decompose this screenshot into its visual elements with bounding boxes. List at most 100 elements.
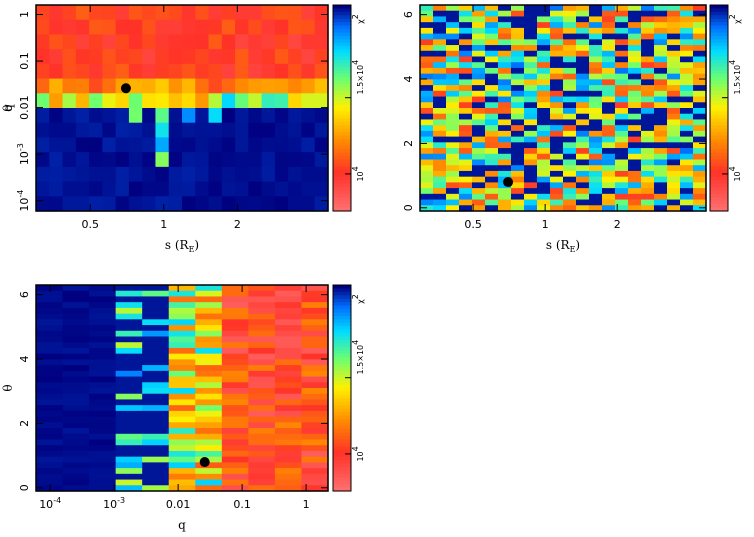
heatmap-cell bbox=[36, 393, 64, 401]
heatmap-cell bbox=[680, 33, 694, 40]
heatmap-cell bbox=[301, 462, 329, 469]
heatmap-cell bbox=[472, 90, 486, 98]
colorbar-segment bbox=[710, 77, 728, 82]
heatmap-cell bbox=[472, 176, 486, 183]
heatmap-cell bbox=[563, 119, 577, 126]
heatmap-cell bbox=[182, 93, 196, 109]
colorbar-segment bbox=[333, 173, 351, 178]
heatmap-cell bbox=[420, 176, 434, 183]
heatmap-cell bbox=[498, 188, 512, 195]
colorbar-segment bbox=[710, 104, 728, 109]
heatmap-cell bbox=[472, 5, 486, 12]
heatmap-cell bbox=[485, 39, 499, 46]
heatmap-cell bbox=[36, 63, 50, 80]
heatmap-cell bbox=[301, 456, 329, 463]
heatmap-cell bbox=[628, 125, 642, 132]
heatmap-cell bbox=[301, 422, 329, 429]
heatmap-cell bbox=[248, 34, 263, 50]
heatmap-cell bbox=[667, 16, 681, 23]
heatmap-cell bbox=[537, 165, 551, 172]
heatmap-cell bbox=[115, 439, 143, 446]
heatmap-cell bbox=[485, 79, 499, 86]
y-tick-label: 10-3 bbox=[16, 143, 31, 165]
heatmap-cell bbox=[195, 137, 210, 153]
heatmap-cell bbox=[36, 342, 64, 349]
heatmap-cell bbox=[274, 376, 303, 383]
heatmap-cell bbox=[524, 119, 538, 126]
heatmap-cell bbox=[195, 285, 223, 292]
heatmap-cell bbox=[142, 359, 170, 366]
heatmap-cell bbox=[433, 79, 447, 86]
heatmap-cell bbox=[168, 196, 183, 212]
heatmap-cell bbox=[563, 182, 577, 189]
heatmap-cell bbox=[537, 136, 551, 143]
x-tick-label: 2 bbox=[234, 218, 241, 231]
heatmap-cell bbox=[602, 165, 616, 172]
heatmap-cell bbox=[563, 33, 577, 40]
colorbar-segment bbox=[333, 46, 351, 51]
heatmap-cell bbox=[524, 170, 538, 178]
heatmap-cell bbox=[615, 102, 629, 109]
heatmap-cell bbox=[288, 49, 303, 65]
colorbar-segment bbox=[710, 70, 728, 75]
heatmap-cell bbox=[550, 79, 564, 86]
colorbar-segment bbox=[333, 291, 351, 296]
colorbar-segment bbox=[333, 295, 351, 300]
heatmap-cell bbox=[459, 96, 473, 103]
heatmap-cell bbox=[102, 93, 117, 109]
colorbar-segment bbox=[333, 180, 351, 185]
heatmap-cell bbox=[195, 122, 210, 139]
heatmap-cell bbox=[498, 85, 512, 92]
heatmap-cell bbox=[89, 5, 103, 21]
colorbar-segment bbox=[333, 405, 351, 410]
heatmap-cell bbox=[261, 93, 276, 109]
heatmap-cell bbox=[459, 39, 473, 46]
heatmap-cell bbox=[485, 205, 499, 212]
heatmap-cell bbox=[75, 63, 90, 80]
x-tick-label: 1 bbox=[160, 218, 167, 231]
colorbar-segment bbox=[333, 18, 351, 23]
colorbar-segment bbox=[710, 22, 728, 27]
heatmap-cell bbox=[511, 199, 525, 206]
heatmap-cell bbox=[563, 108, 577, 115]
heatmap-cell bbox=[628, 119, 642, 126]
heatmap-cell bbox=[235, 152, 249, 168]
heatmap-cell bbox=[446, 56, 460, 63]
heatmap-cell bbox=[235, 63, 249, 80]
heatmap-cell bbox=[248, 416, 276, 423]
heatmap-cell bbox=[142, 307, 170, 315]
heatmap-cell bbox=[115, 445, 143, 452]
heatmap-cell bbox=[589, 102, 603, 109]
heatmap-cell bbox=[472, 33, 486, 40]
heatmap-cell bbox=[654, 205, 668, 212]
heatmap-cell bbox=[550, 62, 564, 69]
heatmap-cell bbox=[288, 5, 303, 21]
heatmap-cell bbox=[537, 50, 551, 58]
heatmap-cell bbox=[654, 170, 668, 178]
heatmap-cell bbox=[248, 181, 263, 197]
heatmap-cell bbox=[314, 181, 329, 197]
heatmap-cell bbox=[693, 199, 707, 206]
heatmap-cell bbox=[680, 10, 694, 18]
heatmap-cell bbox=[589, 188, 603, 195]
heatmap-cell bbox=[208, 196, 223, 212]
colorbar-segment bbox=[333, 473, 351, 478]
heatmap-cell bbox=[615, 125, 629, 132]
heatmap-cell bbox=[615, 50, 629, 58]
heatmap-cell bbox=[498, 108, 512, 115]
heatmap-cell bbox=[155, 63, 170, 80]
heatmap-cell bbox=[49, 122, 64, 139]
heatmap-cell bbox=[221, 108, 236, 124]
colorbar-segment bbox=[710, 162, 728, 167]
heatmap-cell bbox=[459, 108, 473, 115]
heatmap-cell bbox=[89, 450, 117, 458]
heatmap-cell bbox=[62, 422, 90, 429]
heatmap-cell bbox=[221, 473, 249, 481]
heatmap-cell bbox=[128, 122, 143, 139]
heatmap-cell bbox=[168, 468, 196, 475]
heatmap-cell bbox=[420, 205, 434, 212]
colorbar-segment bbox=[333, 15, 351, 20]
heatmap-cell bbox=[75, 34, 90, 50]
heatmap-cell bbox=[472, 96, 486, 103]
